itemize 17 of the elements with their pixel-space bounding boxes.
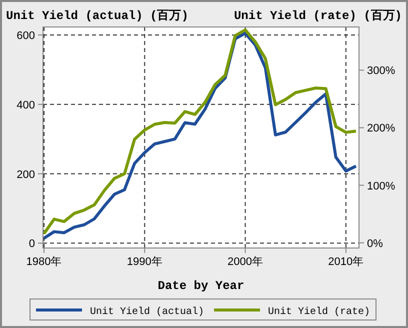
x-tick-label: 2010年 <box>328 256 364 268</box>
x-axis-title: Date by Year <box>158 279 244 293</box>
y-tick-label: 0 <box>28 238 35 250</box>
y2-tick-label: 300% <box>367 65 396 78</box>
x-tick-label: 2000年 <box>228 256 264 268</box>
y2-axis-title: Unit Yield (rate) (百万) <box>234 9 402 23</box>
y2-tick-label: 0% <box>367 238 384 250</box>
x-tick-label: 1980年 <box>26 256 62 268</box>
y-tick-label: 600 <box>16 30 35 42</box>
y2-tick-label: 100% <box>367 180 396 192</box>
y-axis-title: Unit Yield (actual) (百万) <box>6 9 188 23</box>
legend-label: Unit Yield (actual) <box>90 306 204 318</box>
y2-tick-label: 200% <box>367 122 396 135</box>
y-tick-label: 400 <box>16 99 35 112</box>
y-tick-label: 200 <box>16 168 35 181</box>
x-tick-label: 1990年 <box>126 256 162 268</box>
legend-label: Unit Yield (rate) <box>268 306 370 318</box>
